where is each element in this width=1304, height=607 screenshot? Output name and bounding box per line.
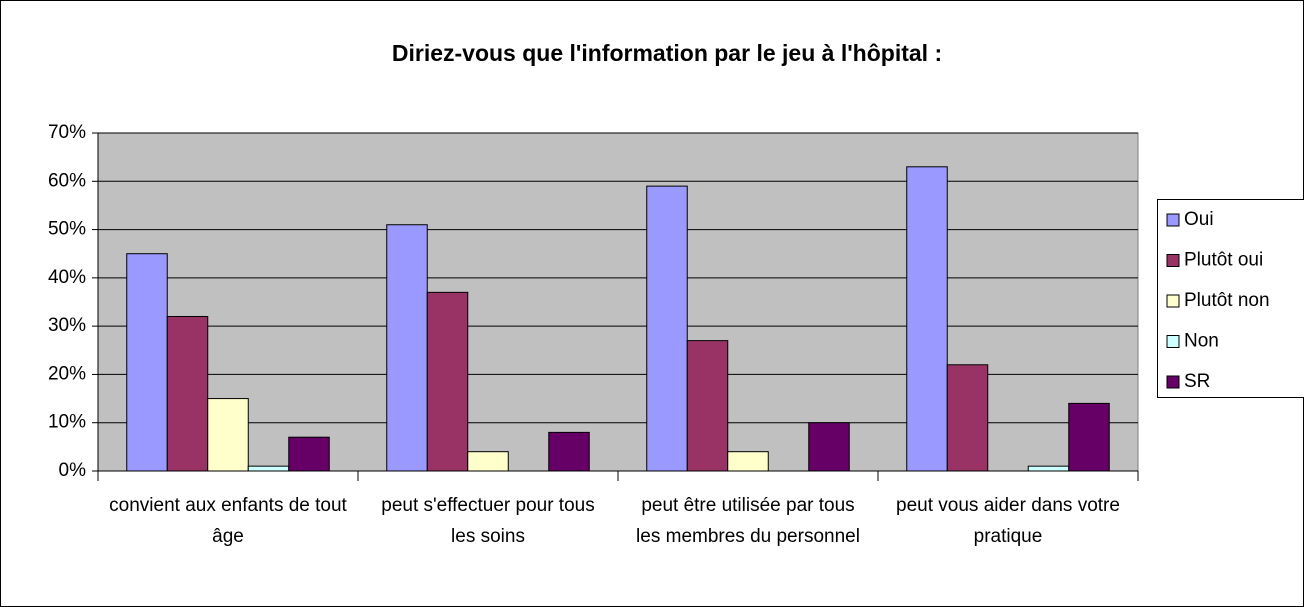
legend-swatch [1166,335,1180,348]
chart-title: Diriez-vous que l'information par le jeu… [392,40,942,66]
x-tick-label: peut s'effectuer pour tous les soins [381,495,595,547]
x-tick-label: peut être utilisée par tous les membres … [636,495,860,547]
bar [386,224,428,472]
bar [467,451,509,472]
bar [247,465,290,472]
x-tick-label: peut vous aider dans votre pratique [896,495,1120,547]
bar [207,398,249,472]
y-tick-label: 60% [48,170,86,191]
legend-box [1157,199,1304,398]
y-tick-label: 40% [48,267,86,288]
legend-label: Plutôt non [1184,290,1270,311]
bar [126,253,168,472]
y-tick-label: 20% [48,363,86,384]
bar [1027,465,1070,472]
y-tick-label: 70% [48,122,86,143]
legend-swatch [1166,213,1180,227]
bar [727,451,769,472]
bar [686,340,729,472]
bar [808,422,850,472]
legend-label: Non [1184,331,1219,352]
legend-label: SR [1184,371,1210,392]
y-tick-label: 10% [48,412,86,433]
bar [646,185,688,472]
bar [1068,402,1110,472]
y-tick-label: 0% [59,460,87,481]
bar [946,364,989,472]
legend-label: Plutôt oui [1184,250,1263,271]
y-tick-label: 30% [48,315,86,336]
bar [548,431,590,472]
bar [906,166,948,472]
bar [166,315,209,472]
x-tick-label: convient aux enfants de tout âge [109,495,347,547]
legend-label: Oui [1184,209,1214,230]
legend-swatch [1166,294,1180,308]
legend-swatch [1166,375,1180,389]
y-tick-label: 50% [48,219,86,240]
bar [426,291,469,472]
bar [288,436,330,472]
legend-swatch [1166,254,1180,267]
